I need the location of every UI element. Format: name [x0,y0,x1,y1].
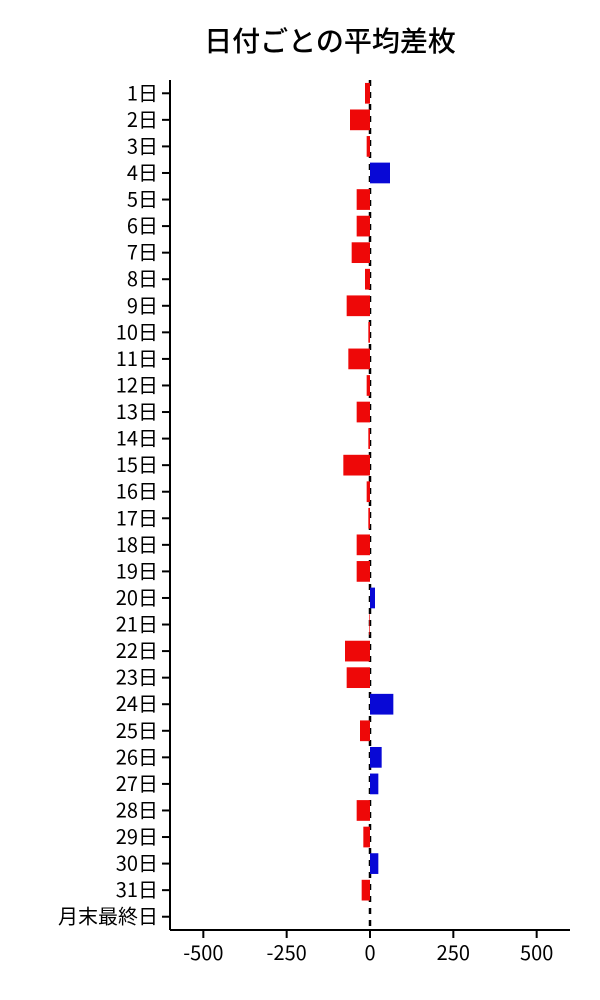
y-tick-label: 5日 [127,184,158,213]
y-tick-label: 1日 [127,77,158,106]
bar-chart: 1日2日3日4日5日6日7日8日9日10日11日12日13日14日15日16日1… [0,60,600,1000]
y-tick-label: 30日 [116,848,158,877]
y-tick-label: 12日 [116,369,158,398]
bar [357,561,370,582]
y-tick-label: 10日 [116,316,158,345]
chart-title: 日付ごとの平均差枚 [60,20,600,60]
y-tick-label: 21日 [116,609,158,638]
bar [360,720,370,741]
y-tick-label: 8日 [127,263,158,292]
x-tick-label: 250 [437,937,470,966]
y-tick-label: 29日 [116,821,158,850]
bar [368,428,370,449]
bar [369,614,370,635]
x-tick-label: -250 [267,937,307,966]
y-tick-label: 16日 [116,476,158,505]
y-tick-label: 7日 [127,237,158,266]
y-tick-label: 14日 [116,423,158,452]
bar [370,163,390,184]
bar [357,216,370,237]
bar [363,827,370,848]
x-tick-label: 500 [520,937,553,966]
bar [370,694,393,715]
bar [347,295,370,316]
x-tick-label: -500 [183,937,223,966]
bar [365,83,370,104]
y-tick-label: 20日 [116,582,158,611]
bar [357,800,370,821]
y-tick-label: 17日 [116,502,158,531]
bar [368,508,370,529]
y-tick-label: 23日 [116,662,158,691]
bar [367,375,370,396]
y-tick-label: 24日 [116,688,158,717]
y-tick-label: 31日 [116,874,158,903]
y-tick-label: 15日 [116,449,158,478]
y-tick-label: 月末最終日 [58,901,158,930]
bar [357,534,370,555]
bar [343,455,370,476]
y-tick-label: 13日 [116,396,158,425]
y-tick-label: 6日 [127,210,158,239]
y-tick-label: 4日 [127,157,158,186]
y-tick-label: 2日 [127,104,158,133]
x-tick-label: 0 [364,937,375,966]
y-tick-label: 28日 [116,794,158,823]
bar [367,136,370,157]
bar [357,189,370,210]
bar [370,853,378,874]
bar [362,880,370,901]
y-tick-label: 25日 [116,715,158,744]
bar [350,109,370,130]
y-tick-label: 11日 [116,343,158,372]
bar [357,402,370,423]
bar [370,774,378,795]
chart-container: 日付ごとの平均差枚 1日2日3日4日5日6日7日8日9日10日11日12日13日… [0,0,600,1000]
bar [348,349,370,370]
y-tick-label: 26日 [116,741,158,770]
bar [368,322,370,343]
bar [347,667,370,688]
y-tick-label: 22日 [116,635,158,664]
y-tick-label: 3日 [127,130,158,159]
y-tick-label: 18日 [116,529,158,558]
y-tick-label: 9日 [127,290,158,319]
bar [365,269,370,290]
bar [370,747,382,768]
bar [367,481,370,502]
y-tick-label: 19日 [116,555,158,584]
bar [345,641,370,662]
y-tick-label: 27日 [116,768,158,797]
bar [352,242,370,263]
bar [370,588,375,609]
